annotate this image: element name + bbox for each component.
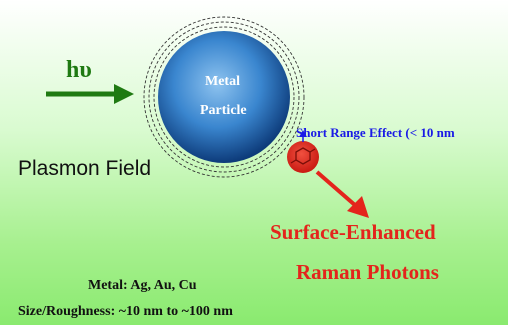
plasmon-field-label: Plasmon Field (18, 157, 152, 180)
molecule-icon (287, 141, 319, 173)
photon-arrow-head (114, 84, 134, 104)
plasmon-field-ring-outer (143, 16, 305, 178)
photon-label: hυ (66, 57, 92, 83)
short-range-label: Short Range Effect (< 10 nm (296, 125, 455, 140)
molecule-ring-icon (290, 147, 316, 165)
particle-label-line1: Metal (205, 74, 240, 89)
raman-arrow-head (347, 196, 369, 218)
particle-label-line2: Particle (200, 103, 247, 118)
plasmon-field-ring-inner (153, 26, 295, 168)
size-caption: Size/Roughness: ~10 nm to ~100 nm (18, 304, 233, 319)
metal-particle (158, 31, 290, 163)
raman-arrow-shaft (315, 170, 358, 208)
sers-label-line1: Surface-Enhanced (270, 220, 436, 244)
metals-caption: Metal: Ag, Au, Cu (88, 278, 197, 293)
plasmon-field-ring-middle (148, 21, 300, 173)
short-range-pointer-head (299, 130, 307, 137)
sers-label-line2: Raman Photons (296, 260, 439, 284)
